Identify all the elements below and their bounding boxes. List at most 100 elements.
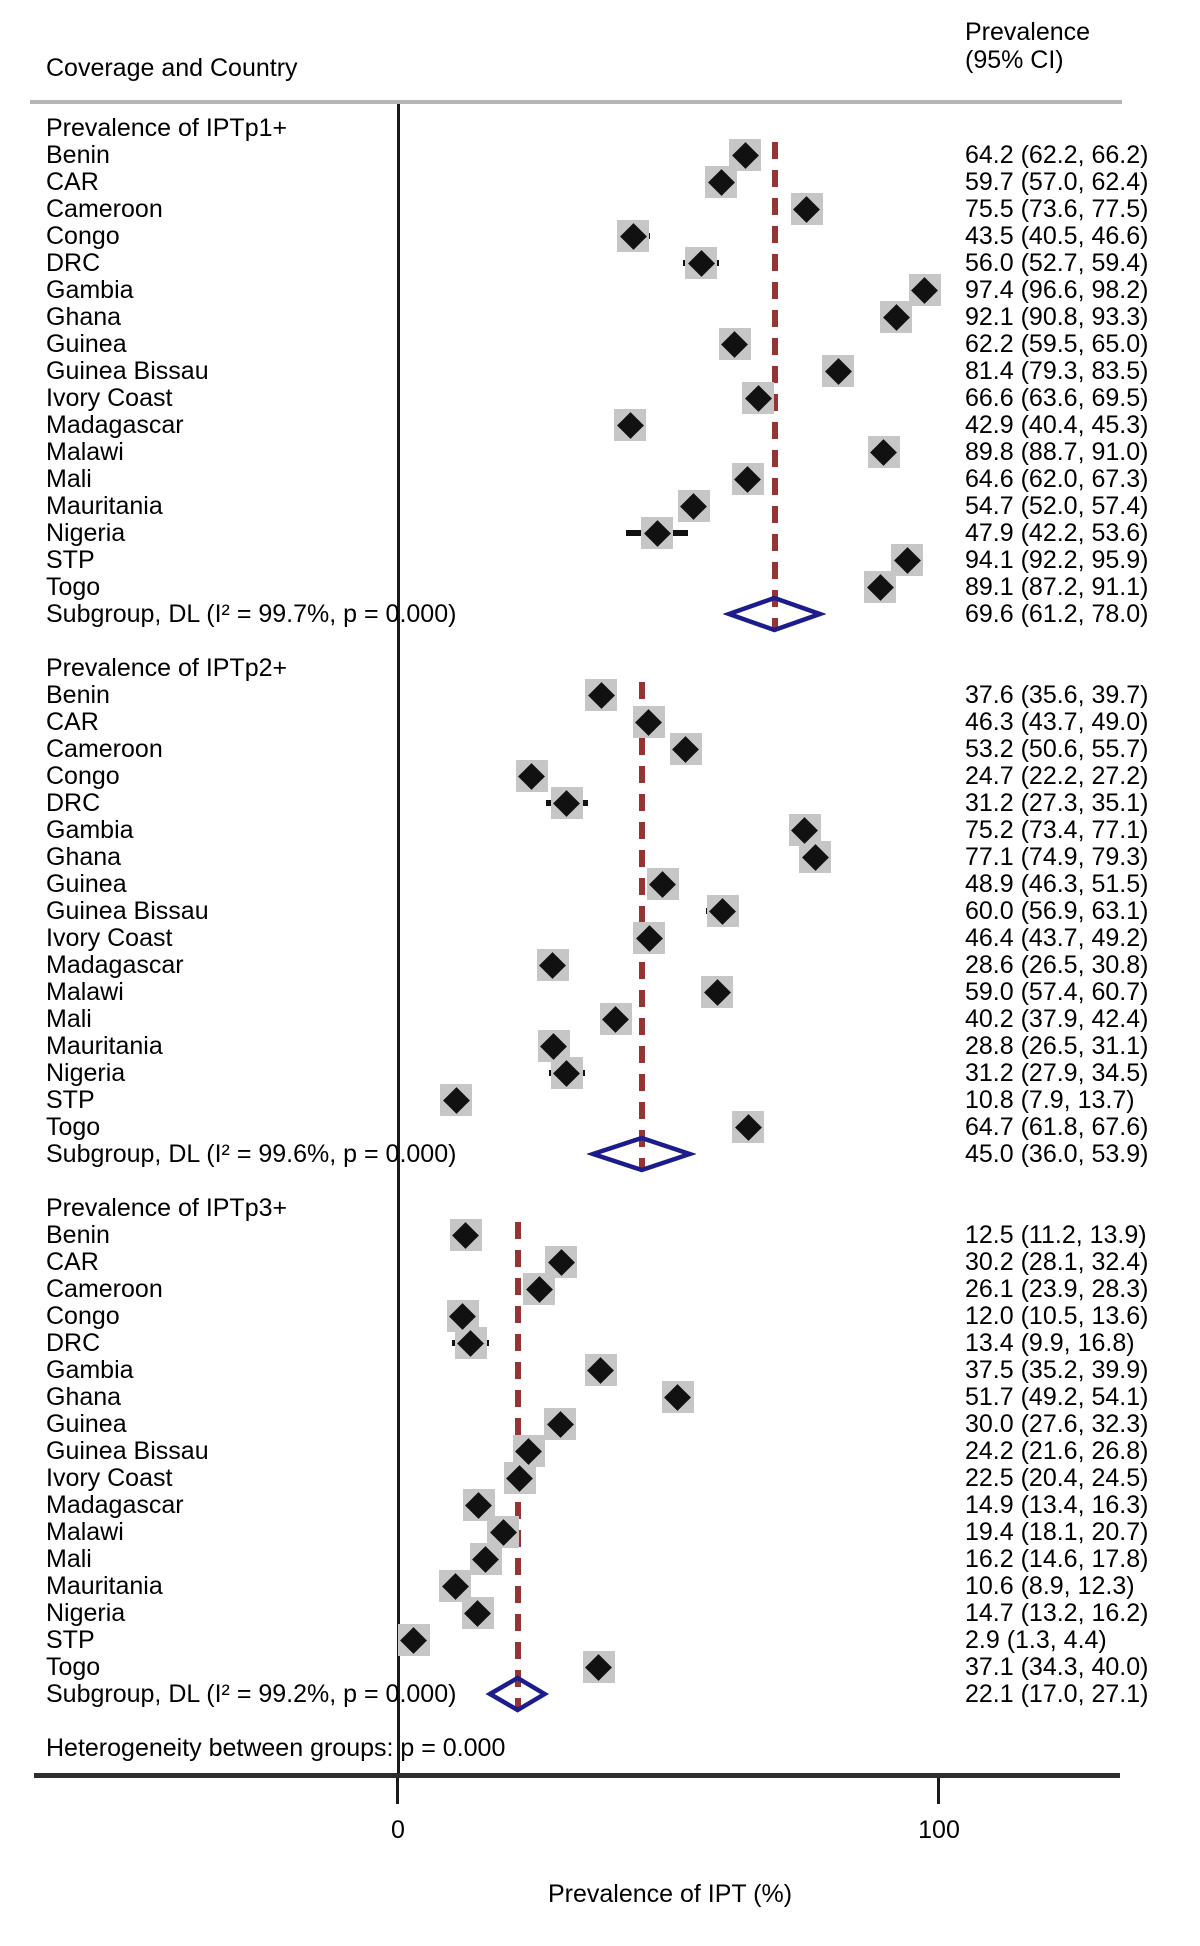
ci-value: 66.6 (63.6, 69.5) (965, 384, 1149, 412)
country-label: Gambia (46, 276, 134, 304)
country-label: Ivory Coast (46, 1464, 173, 1492)
ci-value: 64.7 (61.8, 67.6) (965, 1113, 1149, 1141)
country-label: Nigeria (46, 1059, 126, 1087)
country-label: Mali (46, 1005, 92, 1033)
country-label: STP (46, 1626, 95, 1654)
ci-value: 30.2 (28.1, 32.4) (965, 1248, 1149, 1276)
subgroup-diamond (485, 1675, 550, 1713)
ci-value: 53.2 (50.6, 55.7) (965, 735, 1149, 763)
country-label: STP (46, 1086, 95, 1114)
ci-value: 89.1 (87.2, 91.1) (965, 573, 1149, 601)
country-label: Guinea (46, 870, 127, 898)
ci-value: 31.2 (27.9, 34.5) (965, 1059, 1149, 1087)
ci-value: 40.2 (37.9, 42.4) (965, 1005, 1149, 1033)
ci-value: 13.4 (9.9, 16.8) (965, 1329, 1135, 1357)
ci-value: 48.9 (46.3, 51.5) (965, 870, 1149, 898)
country-label: Cameroon (46, 735, 163, 763)
country-label: Malawi (46, 1518, 124, 1546)
ci-value: 10.8 (7.9, 13.7) (965, 1086, 1135, 1114)
country-label: Madagascar (46, 1491, 184, 1519)
ci-value: 12.5 (11.2, 13.9) (965, 1221, 1147, 1249)
country-label: DRC (46, 249, 101, 277)
subgroup-diamond (586, 1135, 696, 1173)
ci-value: 24.7 (22.2, 27.2) (965, 762, 1149, 790)
ci-value: 22.5 (20.4, 24.5) (965, 1464, 1149, 1492)
ci-value: 19.4 (18.1, 20.7) (965, 1518, 1149, 1546)
country-label: Congo (46, 222, 120, 250)
ci-value: 24.2 (21.6, 26.8) (965, 1437, 1149, 1465)
ci-value: 37.1 (34.3, 40.0) (965, 1653, 1149, 1681)
country-label: Cameroon (46, 1275, 163, 1303)
ci-value: 28.6 (26.5, 30.8) (965, 951, 1149, 979)
ci-value: 42.9 (40.4, 45.3) (965, 411, 1149, 439)
country-label: Gambia (46, 1356, 134, 1384)
ci-value: 81.4 (79.3, 83.5) (965, 357, 1149, 385)
country-label: Malawi (46, 438, 124, 466)
country-label: Ghana (46, 843, 122, 871)
country-label: Nigeria (46, 1599, 126, 1627)
ci-value: 51.7 (49.2, 54.1) (965, 1383, 1149, 1411)
ci-value: 2.9 (1.3, 4.4) (965, 1626, 1107, 1654)
subgroup-label: Subgroup, DL (I² = 99.7%, p = 0.000) (46, 600, 457, 628)
x-axis-line (34, 1773, 1120, 1778)
country-label: Togo (46, 573, 101, 601)
country-label: DRC (46, 789, 101, 817)
x-tick-100 (937, 1778, 940, 1804)
country-label: Ghana (46, 303, 122, 331)
country-label: Ivory Coast (46, 924, 173, 952)
ci-value: 56.0 (52.7, 59.4) (965, 249, 1149, 277)
ci-value: 60.0 (56.9, 63.1) (965, 897, 1149, 925)
country-label: Gambia (46, 816, 134, 844)
ci-value: 64.6 (62.0, 67.3) (965, 465, 1149, 493)
ci-value: 26.1 (23.9, 28.3) (965, 1275, 1149, 1303)
country-label: Nigeria (46, 519, 126, 547)
country-label: Mali (46, 1545, 92, 1573)
column-header-country: Coverage and Country (46, 54, 298, 82)
ci-value: 75.5 (73.6, 77.5) (965, 195, 1149, 223)
column-header-prevalence-line1: Prevalence (965, 18, 1091, 46)
country-label: Madagascar (46, 951, 184, 979)
group-title: Prevalence of IPTp1+ (46, 114, 288, 142)
ci-value: 16.2 (14.6, 17.8) (965, 1545, 1149, 1573)
ci-value: 30.0 (27.6, 32.3) (965, 1410, 1149, 1438)
ci-value: 46.4 (43.7, 49.2) (965, 924, 1149, 952)
x-tick-label-100: 100 (918, 1816, 960, 1844)
country-label: Mali (46, 465, 92, 493)
ci-value: 92.1 (90.8, 93.3) (965, 303, 1149, 331)
ci-value: 46.3 (43.7, 49.0) (965, 708, 1149, 736)
country-label: CAR (46, 708, 99, 736)
x-tick-0 (396, 1778, 399, 1804)
country-label: Mauritania (46, 1032, 163, 1060)
country-label: Congo (46, 762, 120, 790)
country-label: Guinea Bissau (46, 1437, 209, 1465)
country-label: Benin (46, 1221, 110, 1249)
ci-value: 37.5 (35.2, 39.9) (965, 1356, 1149, 1384)
country-label: Ivory Coast (46, 384, 173, 412)
country-label: Benin (46, 681, 110, 709)
ci-value: 59.7 (57.0, 62.4) (965, 168, 1149, 196)
subgroup-diamond (723, 595, 826, 633)
header-separator (30, 100, 1122, 104)
x-tick-label-0: 0 (391, 1816, 405, 1844)
country-label: Togo (46, 1653, 101, 1681)
ci-value: 62.2 (59.5, 65.0) (965, 330, 1149, 358)
ci-value: 54.7 (52.0, 57.4) (965, 492, 1149, 520)
country-label: Guinea (46, 330, 127, 358)
ci-value: 75.2 (73.4, 77.1) (965, 816, 1149, 844)
column-header-prevalence: Prevalence (95% CI) (965, 18, 1090, 74)
group-title: Prevalence of IPTp3+ (46, 1194, 288, 1222)
x-axis-title: Prevalence of IPT (%) (547, 1880, 793, 1908)
ci-value: 28.8 (26.5, 31.1) (965, 1032, 1149, 1060)
ci-value: 37.6 (35.6, 39.7) (965, 681, 1149, 709)
country-label: Cameroon (46, 195, 163, 223)
country-label: Malawi (46, 978, 124, 1006)
ci-value: 47.9 (42.2, 53.6) (965, 519, 1149, 547)
heterogeneity-note: Heterogeneity between groups: p = 0.000 (46, 1734, 506, 1762)
country-label: Madagascar (46, 411, 184, 439)
country-label: Congo (46, 1302, 120, 1330)
ci-value: 77.1 (74.9, 79.3) (965, 843, 1149, 871)
country-label: CAR (46, 1248, 99, 1276)
country-label: Guinea (46, 1410, 127, 1438)
subgroup-label: Subgroup, DL (I² = 99.6%, p = 0.000) (46, 1140, 457, 1168)
